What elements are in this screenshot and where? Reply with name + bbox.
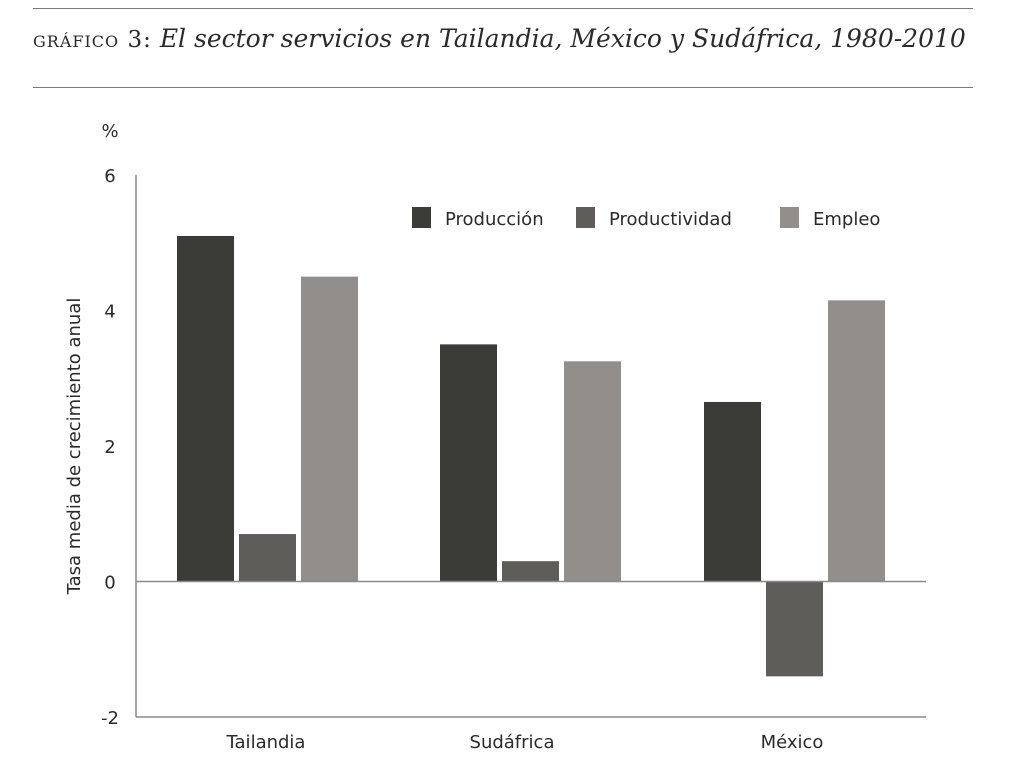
y-tick-label: 4 bbox=[104, 302, 115, 323]
bar-producción-tailandia bbox=[177, 235, 234, 582]
x-tick-label: Tailandia bbox=[226, 732, 306, 753]
bar-producción-méxico bbox=[704, 401, 761, 582]
y-tick-label: 2 bbox=[104, 437, 115, 458]
y-tick-label: 6 bbox=[104, 166, 115, 187]
bar-empleo-sudáfrica bbox=[564, 361, 621, 582]
figure-title-text: El sector servicios en Tailandia, México… bbox=[159, 24, 966, 53]
unit-label: % bbox=[101, 121, 118, 142]
legend-swatch bbox=[780, 207, 799, 228]
x-tick-label: México bbox=[761, 732, 824, 753]
top-rule bbox=[33, 8, 973, 9]
bar-empleo-méxico bbox=[828, 300, 885, 582]
bar-empleo-tailandia bbox=[301, 276, 358, 582]
chart-title: gráfico 3: El sector servicios en Tailan… bbox=[33, 24, 966, 53]
bar-productividad-tailandia bbox=[239, 534, 296, 582]
bar-productividad-méxico bbox=[766, 581, 823, 677]
title-rule bbox=[33, 87, 973, 88]
legend-label: Producción bbox=[445, 209, 544, 230]
y-tick-label: 0 bbox=[104, 573, 115, 594]
figure-label: gráfico 3: bbox=[33, 27, 152, 53]
legend-swatch bbox=[412, 207, 431, 228]
bar-producción-sudáfrica bbox=[440, 344, 497, 582]
y-axis-label: Tasa media de crecimiento anual bbox=[64, 298, 85, 596]
legend-swatch bbox=[576, 207, 595, 228]
y-tick-label: -2 bbox=[101, 708, 119, 729]
x-tick-label: Sudáfrica bbox=[470, 732, 555, 753]
legend-label: Empleo bbox=[813, 209, 880, 230]
bar-productividad-sudáfrica bbox=[502, 561, 559, 582]
legend-label: Productividad bbox=[609, 209, 732, 230]
